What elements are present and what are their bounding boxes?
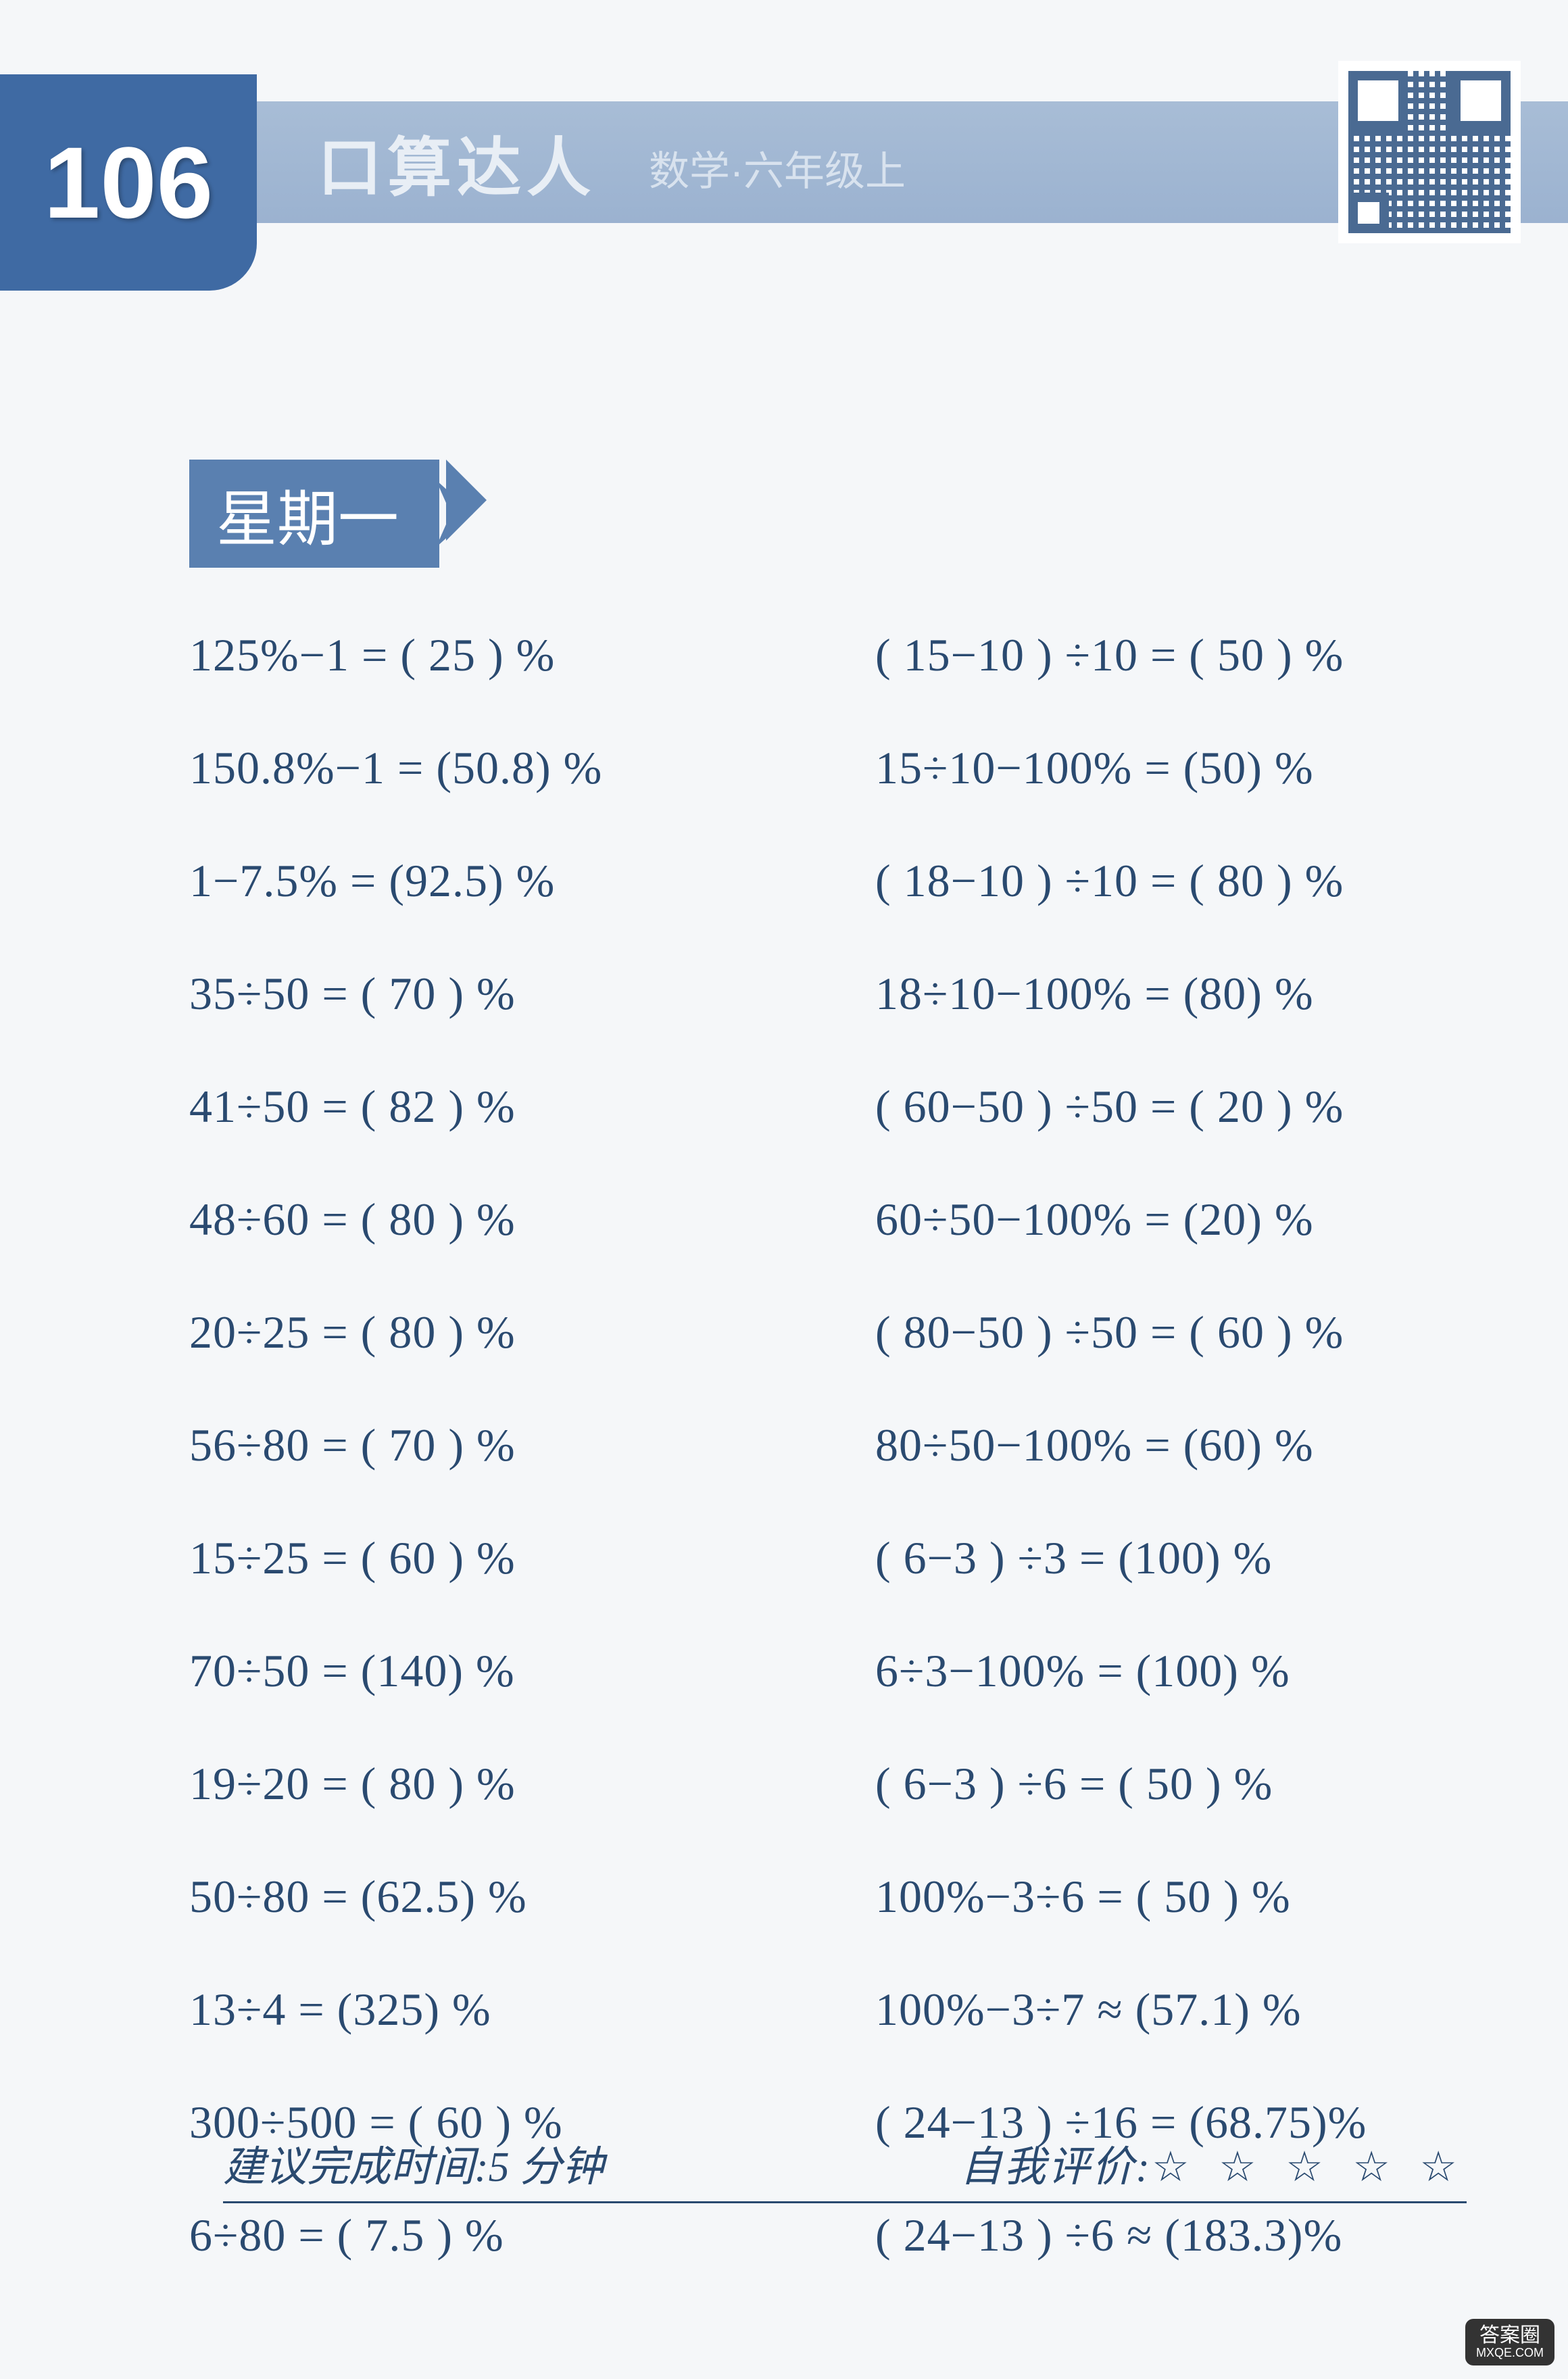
problem-left: 20÷25 = ( 80 ) % xyxy=(189,1306,781,1359)
problem-right: 6÷3−100% = (100) % xyxy=(875,1644,1467,1698)
problem-left: 56÷80 = ( 70 ) % xyxy=(189,1419,781,1472)
rating-stars: ☆ ☆ ☆ ☆ ☆ xyxy=(1152,2144,1467,2190)
problem-right: ( 24−13 ) ÷6 ≈ (183.3)% xyxy=(875,2209,1467,2262)
day-label: 星期一 xyxy=(189,460,439,568)
problem-left: 150.8%−1 = (50.8) % xyxy=(189,741,781,795)
problem-right: ( 18−10 ) ÷10 = ( 80 ) % xyxy=(875,854,1467,908)
footer-line: 建议完成时间:5 分钟 自我评价:☆ ☆ ☆ ☆ ☆ xyxy=(223,2132,1467,2203)
problem-left: 13÷4 = (325) % xyxy=(189,1983,781,2036)
problem-right: 60÷50−100% = (20) % xyxy=(875,1193,1467,1246)
problem-right: 15÷10−100% = (50) % xyxy=(875,741,1467,795)
problem-left: 19÷20 = ( 80 ) % xyxy=(189,1757,781,1811)
problem-right: ( 80−50 ) ÷50 = ( 60 ) % xyxy=(875,1306,1467,1359)
book-subtitle: 数学·六年级上 xyxy=(649,139,906,197)
worksheet-content: 星期一 125%−1 = ( 25 ) % ( 15−10 ) ÷10 = ( 5… xyxy=(189,460,1467,2262)
footer-time-label: 建议完成时间:5 分钟 xyxy=(223,2132,604,2193)
problem-left: 48÷60 = ( 80 ) % xyxy=(189,1193,781,1246)
problem-right: ( 60−50 ) ÷50 = ( 20 ) % xyxy=(875,1080,1467,1133)
problem-right: ( 15−10 ) ÷10 = ( 50 ) % xyxy=(875,629,1467,682)
problem-left: 6÷80 = ( 7.5 ) % xyxy=(189,2209,781,2262)
footer-rating-label: 自我评价: xyxy=(960,2144,1152,2190)
problems-grid: 125%−1 = ( 25 ) % ( 15−10 ) ÷10 = ( 50 ) … xyxy=(189,629,1467,2262)
qr-code-icon xyxy=(1338,61,1521,243)
problem-left: 50÷80 = (62.5) % xyxy=(189,1870,781,1923)
page-number-box: 106 xyxy=(0,74,257,291)
watermark-sub: MXQE.COM xyxy=(1476,2347,1544,2360)
problem-right: 18÷10−100% = (80) % xyxy=(875,967,1467,1021)
watermark-badge: 答案圈 MXQE.COM xyxy=(1465,2319,1554,2365)
problem-right: 100%−3÷7 ≈ (57.1) % xyxy=(875,1983,1467,2036)
problem-right: 100%−3÷6 = ( 50 ) % xyxy=(875,1870,1467,1923)
problem-right: ( 6−3 ) ÷6 = ( 50 ) % xyxy=(875,1757,1467,1811)
page-number: 106 xyxy=(44,124,213,241)
problem-right: 80÷50−100% = (60) % xyxy=(875,1419,1467,1472)
problem-left: 1−7.5% = (92.5) % xyxy=(189,854,781,908)
problem-left: 125%−1 = ( 25 ) % xyxy=(189,629,781,682)
problem-right: ( 6−3 ) ÷3 = (100) % xyxy=(875,1531,1467,1585)
problem-left: 15÷25 = ( 60 ) % xyxy=(189,1531,781,1585)
problem-left: 70÷50 = (140) % xyxy=(189,1644,781,1698)
problem-left: 35÷50 = ( 70 ) % xyxy=(189,967,781,1021)
book-title: 口算达人 xyxy=(318,116,596,209)
footer-rating: 自我评价:☆ ☆ ☆ ☆ ☆ xyxy=(960,2132,1467,2193)
watermark-main: 答案圈 xyxy=(1479,2324,1540,2347)
day-label-text: 星期一 xyxy=(216,486,399,554)
problem-left: 41÷50 = ( 82 ) % xyxy=(189,1080,781,1133)
